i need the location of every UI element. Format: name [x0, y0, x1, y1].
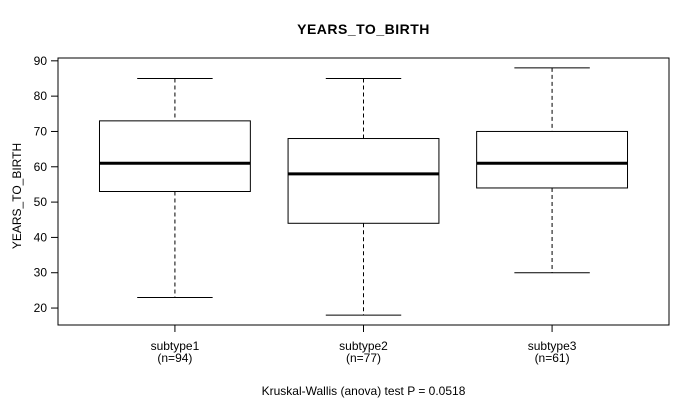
stat-test-caption: Kruskal-Wallis (anova) test P = 0.0518: [261, 384, 466, 398]
category-label-subtype3: subtype3: [528, 339, 577, 353]
y-tick-label: 80: [34, 89, 48, 103]
y-tick-label: 40: [34, 230, 48, 244]
y-tick-label: 60: [34, 160, 48, 174]
y-tick-label: 70: [34, 124, 48, 138]
category-sublabel-subtype2: (n=77): [346, 351, 381, 365]
category-sublabel-subtype1: (n=94): [157, 351, 192, 365]
y-tick-label: 90: [34, 54, 48, 68]
box-subtype3: [476, 130, 629, 189]
y-tick-label: 50: [34, 195, 48, 209]
category-label-subtype1: subtype1: [151, 339, 200, 353]
y-tick-label: 20: [34, 301, 48, 315]
y-tick-label: 30: [34, 266, 48, 280]
category-label-subtype2: subtype2: [339, 339, 388, 353]
chart-title: YEARS_TO_BIRTH: [297, 21, 430, 37]
box-subtype2: [287, 138, 440, 224]
category-sublabel-subtype3: (n=61): [535, 351, 570, 365]
box-subtype1: [98, 120, 251, 192]
